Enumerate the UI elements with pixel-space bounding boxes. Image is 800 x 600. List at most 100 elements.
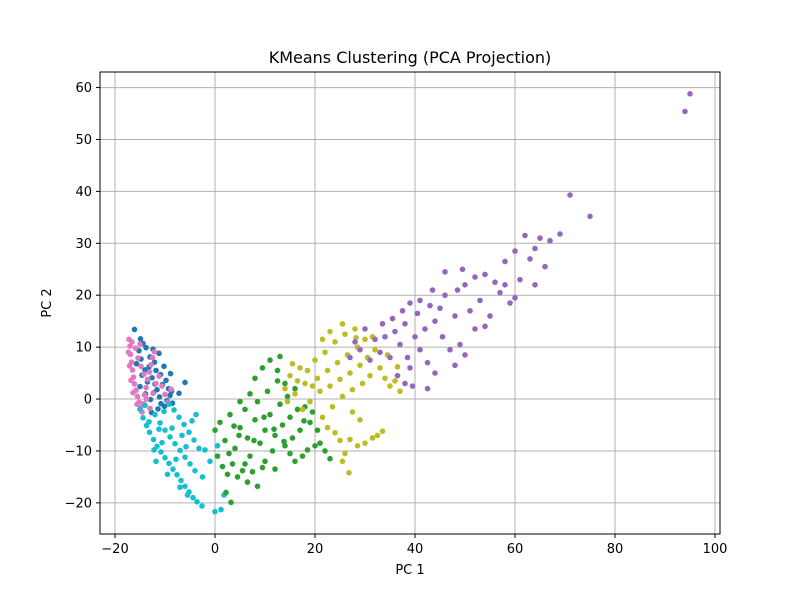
- data-point: [142, 402, 148, 409]
- data-point: [497, 289, 503, 296]
- data-point: [369, 435, 376, 441]
- y-tick-label: 30: [75, 237, 92, 252]
- data-point: [312, 357, 318, 363]
- data-point: [304, 367, 311, 374]
- data-point: [409, 383, 416, 389]
- data-point: [347, 436, 353, 443]
- data-point: [437, 305, 443, 311]
- chart-title: KMeans Clustering (PCA Projection): [269, 48, 552, 67]
- data-point: [267, 357, 273, 363]
- data-point: [264, 388, 271, 395]
- data-point: [432, 370, 438, 376]
- data-point: [352, 326, 358, 332]
- data-point: [170, 466, 176, 472]
- data-point: [144, 376, 151, 383]
- data-point: [407, 365, 413, 371]
- data-point: [234, 474, 241, 480]
- data-point: [164, 471, 171, 478]
- data-point: [477, 297, 483, 304]
- data-point: [379, 428, 386, 435]
- data-point: [382, 375, 388, 382]
- data-point: [171, 407, 177, 413]
- data-point: [547, 237, 553, 244]
- data-point: [442, 269, 448, 275]
- data-point: [487, 313, 493, 319]
- data-point: [156, 426, 162, 432]
- data-point: [128, 377, 134, 384]
- data-point: [332, 339, 338, 345]
- data-point: [317, 440, 323, 446]
- data-point: [147, 405, 153, 412]
- data-point: [367, 372, 373, 379]
- data-point: [447, 346, 453, 353]
- data-point: [130, 390, 136, 396]
- data-point: [512, 248, 518, 254]
- data-point: [257, 440, 263, 446]
- data-point: [150, 390, 156, 397]
- y-axis-ticks: −20 −10 0 10 20 30 40 50 60: [65, 81, 100, 511]
- data-point: [242, 461, 248, 467]
- data-point: [212, 427, 218, 433]
- data-point: [557, 231, 563, 237]
- data-point: [127, 343, 133, 349]
- data-point: [153, 380, 159, 387]
- y-axis-label: PC 2: [40, 288, 55, 317]
- data-point: [302, 380, 308, 387]
- cluster-series: [212, 353, 333, 506]
- data-point: [472, 326, 478, 332]
- data-point: [177, 447, 183, 454]
- data-point: [282, 385, 288, 392]
- data-point: [417, 297, 423, 304]
- data-point: [191, 437, 197, 443]
- y-tick-label: −20: [65, 496, 92, 511]
- cluster-series: [125, 336, 174, 415]
- data-point: [229, 461, 236, 467]
- data-point: [284, 398, 291, 405]
- data-point: [259, 464, 266, 471]
- data-point: [272, 466, 278, 472]
- data-point: [314, 375, 321, 382]
- data-point: [237, 398, 243, 405]
- data-point: [141, 392, 148, 398]
- data-point: [309, 409, 316, 415]
- data-point: [407, 300, 413, 306]
- data-point: [307, 419, 313, 426]
- data-point: [190, 494, 196, 501]
- data-point: [143, 396, 150, 402]
- data-point: [177, 484, 183, 491]
- data-point: [292, 391, 298, 397]
- data-point: [277, 353, 283, 360]
- data-point: [196, 445, 202, 452]
- data-point: [137, 383, 143, 390]
- data-point: [527, 256, 533, 262]
- data-point: [156, 350, 162, 357]
- data-point: [354, 442, 361, 449]
- data-point: [172, 440, 178, 447]
- data-point: [262, 458, 268, 465]
- data-point: [176, 414, 182, 421]
- data-point: [214, 453, 221, 459]
- data-point: [322, 448, 328, 454]
- data-point: [252, 416, 258, 423]
- data-point: [237, 424, 243, 431]
- data-point: [169, 425, 175, 431]
- data-point: [282, 380, 288, 387]
- data-point: [339, 393, 346, 400]
- data-point: [193, 411, 199, 418]
- data-point: [374, 432, 381, 439]
- data-point: [289, 435, 296, 441]
- data-point: [226, 450, 232, 457]
- data-point: [163, 377, 169, 384]
- data-point: [327, 328, 333, 335]
- data-point: [517, 276, 523, 283]
- data-point: [129, 367, 136, 373]
- data-point: [432, 318, 438, 324]
- data-point: [182, 483, 188, 490]
- data-point: [187, 461, 193, 467]
- data-point: [272, 432, 278, 439]
- data-point: [156, 373, 162, 379]
- data-point: [379, 320, 386, 327]
- data-point: [342, 331, 348, 337]
- data-point: [394, 364, 401, 370]
- data-point: [279, 422, 286, 428]
